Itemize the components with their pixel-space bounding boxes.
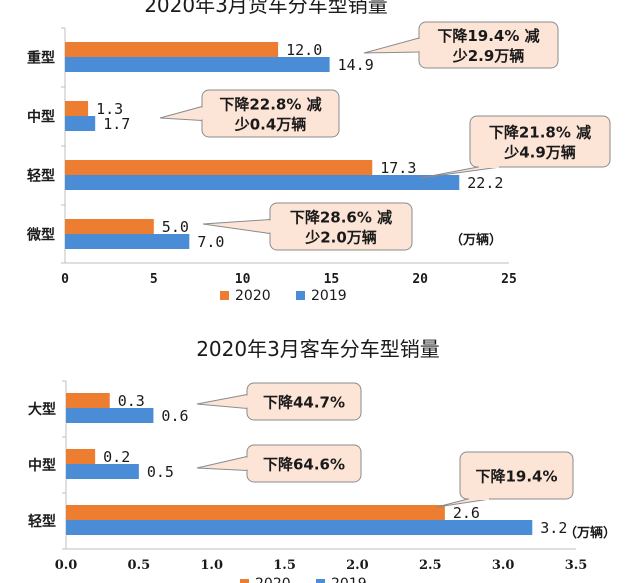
bar-value-label: 0.6 <box>161 407 188 425</box>
unit-label: （万辆） <box>450 232 502 248</box>
legend-swatch-2020 <box>240 579 249 583</box>
chart-title: 2020年3月客车分车型销量 <box>196 337 440 361</box>
bar-value-label: 5.0 <box>162 218 189 236</box>
bar-value-label: 14.9 <box>338 56 374 74</box>
callout-pointer <box>202 218 271 235</box>
x-tick-label: 0 <box>61 272 69 287</box>
callout-text: 下降28.6% 减 <box>290 209 392 227</box>
legend-swatch-2019 <box>296 291 305 300</box>
bar-2019 <box>65 234 190 249</box>
bar-value-label: 3.2 <box>540 519 567 537</box>
x-tick-label: 3.0 <box>492 558 515 573</box>
callout-text: 少0.4万辆 <box>234 116 307 134</box>
callout-text: 少2.0万辆 <box>304 229 377 247</box>
callout-text: 少2.9万辆 <box>452 47 525 65</box>
x-tick-label: 0.5 <box>128 558 151 573</box>
bar-2020 <box>65 42 279 57</box>
unit-label: （万辆） <box>564 525 616 541</box>
bar-2020 <box>65 101 89 116</box>
callout-pointer <box>196 393 248 410</box>
x-tick-label: 2.0 <box>346 558 369 573</box>
bar-value-label: 22.2 <box>467 174 503 192</box>
category-label: 中型 <box>28 457 56 474</box>
legend-swatch-2019 <box>316 579 325 583</box>
bar-2020 <box>65 160 373 175</box>
callout: 下降64.6% <box>196 444 362 483</box>
legend-swatch-2020 <box>220 291 229 300</box>
callout: 下降21.8% 减少4.9万辆 <box>419 115 611 179</box>
bar-2019 <box>66 520 533 535</box>
callout: 下降22.8% 减少0.4万辆 <box>159 89 340 138</box>
category-label: 重型 <box>27 50 55 67</box>
callout-box <box>459 451 574 500</box>
category-label: 轻型 <box>27 168 55 185</box>
bar-2019 <box>65 116 96 131</box>
x-tick-label: 1.0 <box>200 558 223 573</box>
category-label: 微型 <box>26 227 55 244</box>
chart-title: 2020年3月货车分车型销量 <box>144 0 388 17</box>
legend-label-2019: 2019 <box>311 288 347 304</box>
bar-value-label: 17.3 <box>380 159 416 177</box>
bar-value-label: 2.6 <box>453 504 480 522</box>
bar-value-label: 1.3 <box>96 100 123 118</box>
callout: 下降28.6% 减少2.0万辆 <box>202 202 413 251</box>
x-tick-label: 1.5 <box>273 558 296 573</box>
x-tick-label: 0.0 <box>55 558 78 573</box>
bar-value-label: 7.0 <box>197 233 224 251</box>
legend-label-2020: 2020 <box>235 288 271 304</box>
x-tick-label: 3.5 <box>565 558 588 573</box>
bar-2020 <box>66 393 110 408</box>
callout-text: 下降19.4% 减 <box>437 27 539 45</box>
callout-text: 少4.9万辆 <box>503 144 576 162</box>
callout-pointer <box>196 455 248 472</box>
callout-text: 下降22.8% 减 <box>219 96 321 114</box>
callout-pointer <box>159 105 203 122</box>
x-tick-label: 20 <box>412 272 428 287</box>
x-tick-label: 15 <box>324 272 340 287</box>
bar-2019 <box>65 57 330 72</box>
legend-label-2020: 2020 <box>255 576 291 583</box>
category-label: 轻型 <box>28 513 56 530</box>
callout: 下降19.4% 减少2.9万辆 <box>363 21 559 69</box>
bar-2020 <box>66 449 96 464</box>
callout-text: 下降44.7% <box>263 394 345 412</box>
callout-box <box>469 115 611 168</box>
category-label: 中型 <box>27 109 55 126</box>
bar-2020 <box>66 505 445 520</box>
bar-value-label: 12.0 <box>286 41 322 59</box>
bar-value-label: 0.5 <box>147 463 174 481</box>
x-tick-label: 10 <box>235 272 251 287</box>
x-tick-label: 2.5 <box>419 558 442 573</box>
bar-2020 <box>65 219 154 234</box>
callout: 下降44.7% <box>196 382 362 421</box>
callout: 下降19.4% <box>436 451 574 508</box>
bar-2019 <box>66 408 154 423</box>
callout-text: 下降19.4% <box>475 468 557 486</box>
x-tick-label: 25 <box>501 272 517 287</box>
callout-text: 下降21.8% 减 <box>489 124 591 142</box>
bar-value-label: 1.7 <box>103 115 130 133</box>
bar-value-label: 0.3 <box>118 392 145 410</box>
category-label: 大型 <box>28 401 56 418</box>
bar-2019 <box>66 464 139 479</box>
bar-2019 <box>65 175 460 190</box>
legend-label-2019: 2019 <box>331 576 367 583</box>
bar-value-label: 0.2 <box>103 448 130 466</box>
x-tick-label: 5 <box>150 272 158 287</box>
callout-pointer <box>363 37 420 54</box>
callout-text: 下降64.6% <box>263 456 345 474</box>
